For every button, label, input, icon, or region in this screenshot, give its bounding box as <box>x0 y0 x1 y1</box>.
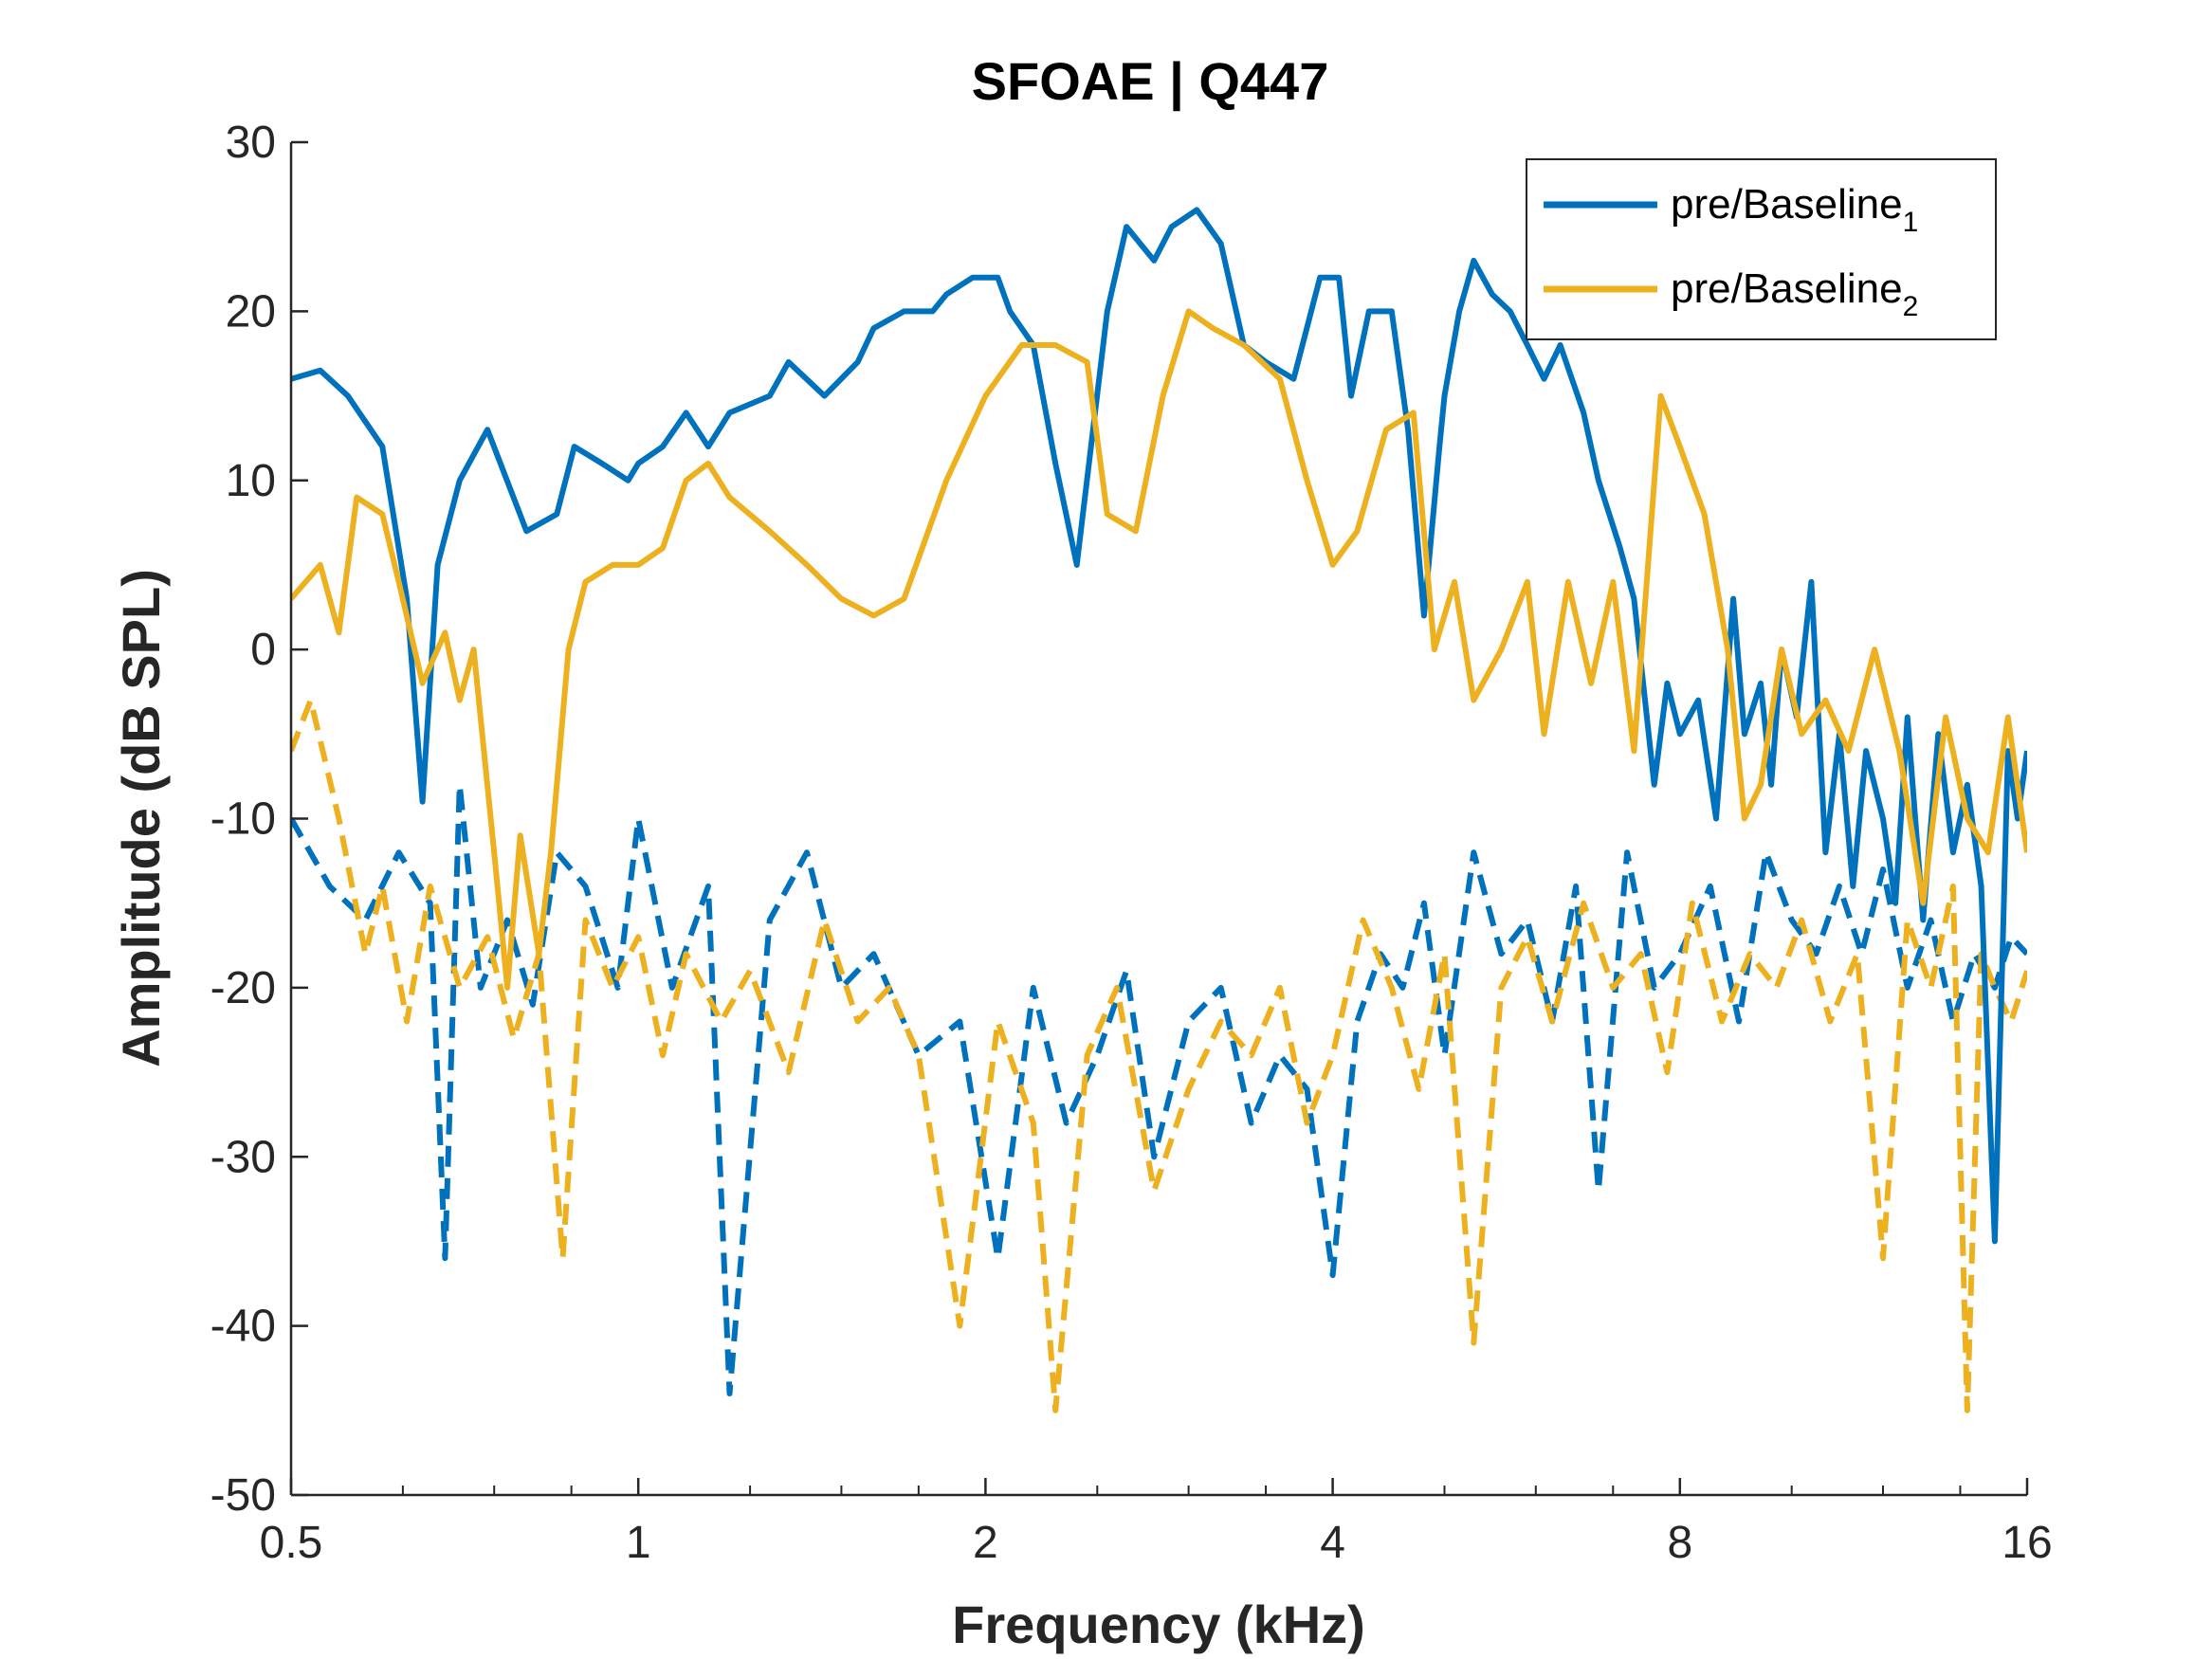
x-tick-label: 16 <box>2002 1518 2052 1568</box>
x-tick-label: 1 <box>626 1518 651 1568</box>
y-tick-label: 30 <box>226 118 276 168</box>
legend: pre/Baseline1 pre/Baseline2 <box>1526 158 1997 340</box>
x-tick-label: 8 <box>1667 1518 1692 1568</box>
y-axis-title: Amplitude (dB SPL) <box>111 569 171 1067</box>
sfoae-line-2 <box>291 308 2027 991</box>
y-tick-label: 0 <box>250 625 276 675</box>
y-tick-label: -20 <box>210 963 276 1013</box>
chart-title: SFOAE | Q447 <box>972 51 1329 112</box>
y-tick-label: -50 <box>210 1470 276 1521</box>
y-tick-label: 20 <box>226 286 276 337</box>
legend-entry-1: pre/Baseline1 <box>1544 181 1918 238</box>
series-layer <box>291 207 2027 1413</box>
y-tick-label: -30 <box>210 1132 276 1182</box>
legend-label-1: pre/Baseline1 <box>1671 181 1918 238</box>
legend-entry-2: pre/Baseline2 <box>1544 265 1918 322</box>
legend-label-1-main: pre/Baseline <box>1671 181 1903 228</box>
y-tick-label: 10 <box>226 456 276 506</box>
legend-label-1-sub: 1 <box>1903 207 1919 238</box>
legend-label-2-main: pre/Baseline <box>1671 265 1903 312</box>
legend-label-2: pre/Baseline2 <box>1671 265 1918 322</box>
x-tick-label: 2 <box>973 1518 998 1568</box>
sfoae-line-1 <box>291 207 2027 1245</box>
legend-label-2-sub: 2 <box>1903 291 1919 322</box>
ticks-layer: -50 -40 -30 -20 -10 0 10 20 30 0.5 1 2 4 8 16 <box>210 118 2053 1568</box>
x-tick-label: 0.5 <box>260 1518 323 1568</box>
legend-box <box>1526 158 1997 340</box>
y-tick-label: -10 <box>210 794 276 845</box>
noise-floor-line-4 <box>291 697 2027 1413</box>
x-tick-label: 4 <box>1320 1518 1345 1568</box>
y-tick-label: -40 <box>210 1302 276 1352</box>
x-axis-title: Frequency (kHz) <box>952 1595 1365 1654</box>
